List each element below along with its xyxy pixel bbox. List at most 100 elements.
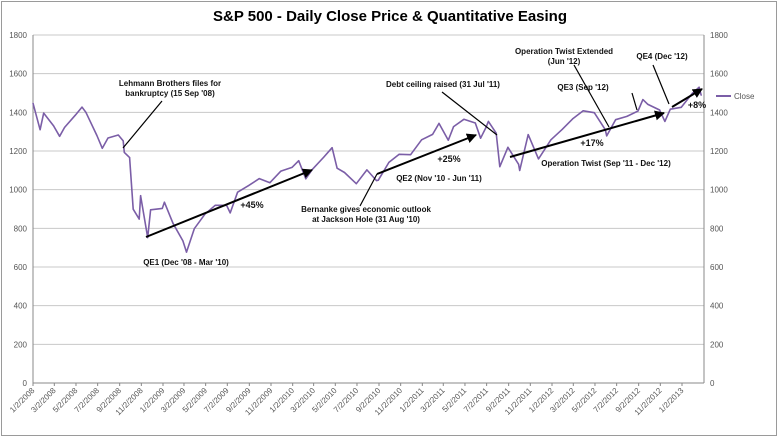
close-price-point <box>388 161 390 164</box>
annotation-text: QE3 (Sep '12) <box>557 83 609 92</box>
close-price-point <box>507 146 509 148</box>
close-price-point <box>664 120 666 123</box>
close-price-point <box>59 135 61 137</box>
close-price-point <box>96 134 98 137</box>
close-price-point <box>680 106 682 108</box>
y-tick-label-right: 0 <box>710 379 715 388</box>
close-price-point <box>637 110 639 112</box>
close-price-point <box>39 129 41 131</box>
close-price-point <box>53 125 55 127</box>
close-price-point <box>700 94 702 96</box>
close-price-point <box>561 128 563 130</box>
trend-arrow <box>145 168 313 238</box>
annotation-leader-line <box>652 64 670 105</box>
y-tick-label-right: 1600 <box>710 70 728 79</box>
close-price-point <box>117 134 119 136</box>
close-price-point <box>571 118 574 120</box>
close-price-point <box>669 108 671 110</box>
close-price-point <box>248 185 250 187</box>
close-price-point <box>582 110 584 112</box>
close-price-point <box>193 228 195 230</box>
close-price-point <box>43 112 45 114</box>
x-tick-label: 1/2/2013 <box>657 386 686 415</box>
annotation-text: QE2 (Nov '10 - Jun '11) <box>396 174 482 183</box>
annotation-leader-line <box>631 92 638 111</box>
close-price-point <box>336 167 338 169</box>
close-price-point <box>305 178 307 180</box>
close-price-point <box>237 191 239 193</box>
close-price-point <box>355 183 357 185</box>
y-tick-label-right: 1800 <box>710 31 728 40</box>
close-price-point <box>81 106 83 108</box>
annotation-line: Operation Twist Extended <box>515 47 613 56</box>
close-price-point <box>64 126 66 129</box>
annotation-text: Debt ceiling raised (31 Jul '11) <box>386 80 500 89</box>
close-price-point <box>642 98 644 101</box>
close-price-point <box>280 170 282 172</box>
y-tick-label-left: 0 <box>23 379 28 388</box>
y-tick-label-right: 1000 <box>710 186 728 195</box>
annotation-line: Lehmann Brothers files for <box>119 79 221 88</box>
close-price-point <box>185 251 188 253</box>
close-price-point <box>698 86 700 88</box>
close-price-point <box>85 111 87 113</box>
y-tick-label-left: 400 <box>14 302 28 311</box>
close-price-point <box>323 156 325 158</box>
annotation-line: QE3 (Sep '12) <box>557 83 609 92</box>
close-price-point <box>519 169 521 172</box>
annotation-text: QE4 (Dec '12) <box>636 52 688 61</box>
annotation-line: Operation Twist (Sep '11 - Dec '12) <box>541 159 671 168</box>
close-price-point <box>107 137 109 139</box>
annotation-text: Operation Twist (Sep '11 - Dec '12) <box>541 159 671 168</box>
annotation-leader-line <box>573 64 610 128</box>
close-price-point <box>447 139 449 141</box>
y-tick-label-left: 200 <box>14 340 28 349</box>
close-price-point <box>499 166 501 168</box>
percent-change-label: +45% <box>240 200 263 210</box>
y-tick-label-left: 1400 <box>9 108 27 117</box>
legend-label-close: Close <box>734 92 755 101</box>
close-price-point <box>138 218 140 220</box>
close-price-point <box>593 112 595 114</box>
close-price-point <box>463 118 465 120</box>
trend-arrow <box>671 88 703 108</box>
annotation-line: Bernanke gives economic outlook <box>301 205 431 214</box>
close-price-point <box>269 182 271 184</box>
close-price-point <box>161 207 163 210</box>
y-tick-label-left: 1200 <box>9 147 27 156</box>
close-price-point <box>452 126 455 128</box>
y-tick-label-right: 800 <box>710 224 724 233</box>
close-price-point <box>331 147 333 149</box>
close-price-point <box>229 212 231 214</box>
close-price-point <box>398 153 400 155</box>
y-tick-label-right: 600 <box>710 263 724 272</box>
y-tick-label-left: 1800 <box>9 31 27 40</box>
close-price-point <box>258 178 260 180</box>
close-price-point <box>291 166 293 169</box>
y-tick-label-right: 400 <box>710 302 724 311</box>
close-price-point <box>132 208 134 210</box>
y-tick-label-left: 1000 <box>9 186 27 195</box>
close-price-point <box>32 102 34 104</box>
close-price-point <box>122 140 124 142</box>
percent-change-label: +25% <box>437 154 460 164</box>
annotation-text: Operation Twist Extended (Jun '12) <box>515 47 613 66</box>
close-price-point <box>410 154 412 156</box>
close-price-point <box>214 204 216 206</box>
annotation-line: QE2 (Nov '10 - Jun '11) <box>396 174 482 183</box>
close-price-point <box>182 240 184 242</box>
trend-arrow <box>376 133 477 175</box>
close-price-point <box>432 133 434 135</box>
annotation-line: QE4 (Dec '12) <box>636 52 688 61</box>
y-tick-label-right: 200 <box>710 340 724 349</box>
close-price-point <box>343 171 346 174</box>
annotation-text: Lehmann Brothers files for bankruptcy (15… <box>119 79 221 98</box>
close-price-point <box>366 169 368 171</box>
annotation-text: Bernanke gives economic outlook at Jackso… <box>301 205 431 224</box>
annotation-line: Debt ceiling raised (31 Jul '11) <box>386 80 500 89</box>
annotation-line: (Jun '12) <box>548 57 581 66</box>
close-price-point <box>140 195 142 197</box>
percent-change-label: +17% <box>580 138 603 148</box>
